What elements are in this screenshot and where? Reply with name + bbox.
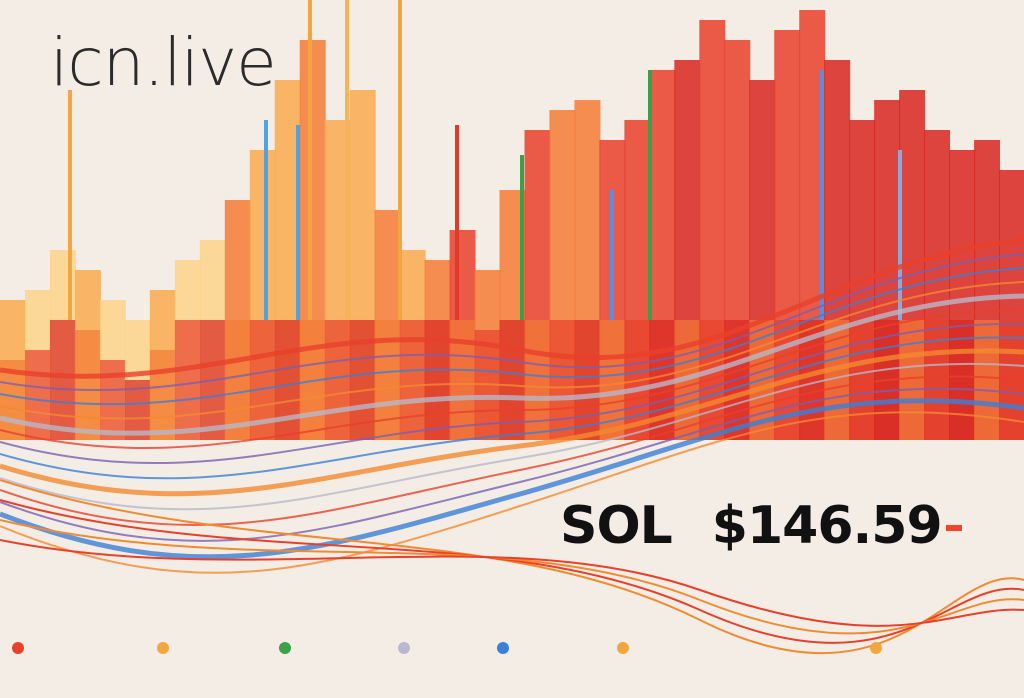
background-bar — [974, 320, 1001, 440]
background-stick — [68, 90, 72, 320]
background-curve — [0, 411, 1024, 574]
background-stick — [520, 155, 524, 320]
background-curve — [0, 499, 1024, 644]
background-curve — [0, 387, 1024, 542]
background-stick — [345, 0, 349, 320]
background-stick — [455, 125, 459, 320]
background-bar — [499, 320, 526, 440]
background-curve — [0, 237, 1024, 379]
background-bar — [224, 320, 251, 440]
legend-dot — [12, 642, 24, 654]
background-curve — [0, 375, 1024, 526]
background-bar — [149, 350, 176, 440]
background-bar — [449, 320, 476, 440]
legend-dot — [279, 642, 291, 654]
background-curve — [0, 309, 1024, 449]
background-bar — [174, 320, 201, 440]
background-bar — [924, 320, 951, 440]
background-curve — [0, 362, 1024, 511]
background-curve — [0, 293, 1024, 436]
background-stick — [610, 190, 614, 320]
background-curve — [0, 281, 1024, 420]
background-stick — [296, 125, 300, 320]
background-stick — [820, 70, 824, 320]
background-bar — [549, 320, 576, 440]
background-curve — [0, 348, 1024, 497]
background-curve — [0, 539, 1024, 627]
background-curve — [0, 253, 1024, 392]
background-bar — [849, 320, 876, 440]
price-change-indicator — [946, 525, 962, 531]
background-bar — [324, 320, 351, 440]
background-curve — [0, 519, 1024, 635]
background-stick — [398, 0, 402, 320]
background-bar — [899, 320, 926, 440]
legend-dot — [870, 642, 882, 654]
background-curve — [0, 322, 1024, 465]
background-stick — [308, 0, 312, 320]
background-bar — [574, 320, 601, 440]
legend-dot — [398, 642, 410, 654]
background-bar — [74, 330, 101, 440]
background-curve — [0, 267, 1024, 406]
background-curve — [0, 398, 1024, 560]
background-bar — [49, 320, 76, 440]
background-bar — [274, 320, 301, 440]
icn-live-logo: icn.live — [50, 24, 277, 101]
background-curve — [0, 479, 1024, 655]
ticker-price: $146.59 — [711, 496, 943, 556]
legend-dot — [157, 642, 169, 654]
background-stick — [898, 150, 902, 320]
legend-dot — [497, 642, 509, 654]
ticker-symbol: SOL — [560, 496, 673, 556]
background-stick — [264, 120, 268, 320]
legend-dot — [617, 642, 629, 654]
background-bar — [99, 360, 126, 440]
price-ticker: SOL $146.59 — [560, 500, 943, 552]
background-curve — [0, 336, 1024, 480]
background-stick — [648, 70, 652, 320]
